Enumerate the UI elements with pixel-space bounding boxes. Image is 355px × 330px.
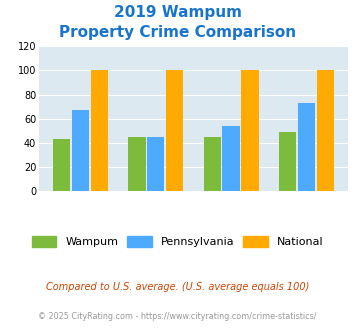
Text: © 2025 CityRating.com - https://www.cityrating.com/crime-statistics/: © 2025 CityRating.com - https://www.city… (38, 312, 317, 321)
Bar (223, 126, 240, 191)
Bar (317, 70, 334, 191)
Text: Compared to U.S. average. (U.S. average equals 100): Compared to U.S. average. (U.S. average … (46, 282, 309, 292)
Legend: Wampum, Pennsylvania, National: Wampum, Pennsylvania, National (28, 232, 327, 252)
Bar (129, 137, 146, 191)
Bar (204, 137, 221, 191)
Bar (72, 110, 89, 191)
Text: Property Crime Comparison: Property Crime Comparison (59, 25, 296, 40)
Bar (298, 103, 315, 191)
Text: 2019 Wampum: 2019 Wampum (114, 5, 241, 20)
Bar (147, 137, 164, 191)
Bar (279, 132, 296, 191)
Bar (91, 70, 108, 191)
Bar (241, 70, 258, 191)
Bar (53, 139, 70, 191)
Bar (166, 70, 183, 191)
